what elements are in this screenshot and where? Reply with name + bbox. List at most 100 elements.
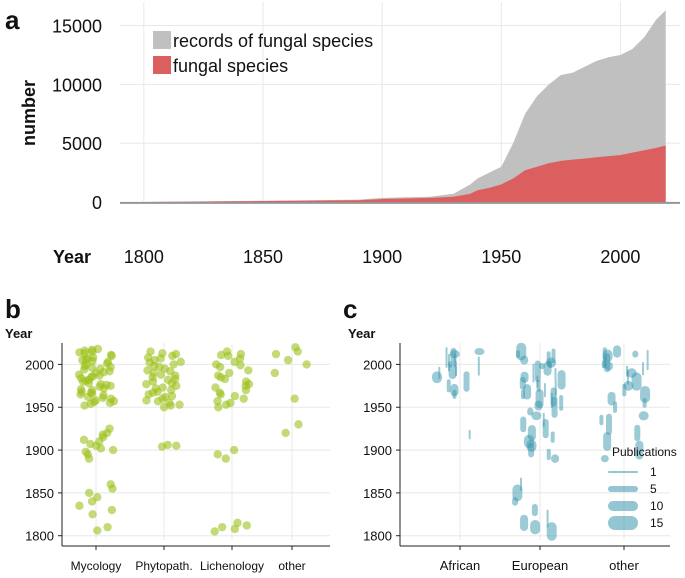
scatter-point — [168, 351, 177, 361]
scatter-point — [98, 393, 108, 403]
scatter-point — [550, 431, 555, 443]
scatter-point — [543, 383, 546, 398]
scatter-point — [166, 401, 175, 410]
y-tick-label: 10000 — [52, 75, 102, 95]
scatter-point — [226, 398, 235, 408]
scatter-point — [551, 454, 560, 463]
y-tick-label: 15000 — [52, 17, 102, 37]
scatter-point — [557, 370, 566, 390]
scatter-point — [551, 396, 558, 418]
scatter-point — [93, 526, 102, 535]
scatter-point — [76, 385, 86, 394]
scatter-point — [546, 509, 549, 528]
y-tick-label: 1800 — [363, 529, 392, 544]
scatter-point — [98, 430, 107, 439]
y-tick-label: 1800 — [25, 529, 54, 544]
scatter-point — [527, 407, 534, 416]
scatter-point — [635, 440, 644, 460]
y-tick-label: 2000 — [363, 357, 392, 372]
scatter-point — [603, 432, 612, 451]
scatter-point — [87, 363, 97, 373]
scatter-point — [302, 360, 311, 369]
scatter-point — [432, 371, 443, 384]
scatter-point — [281, 428, 290, 438]
scatter-point — [87, 345, 97, 355]
area-series-records — [143, 10, 666, 203]
scatter-point — [108, 484, 117, 493]
scatter-point — [87, 389, 97, 398]
scatter-point — [468, 429, 471, 440]
scatter-point — [534, 400, 543, 411]
scatter-point — [81, 447, 91, 456]
legend-label-records: records of fungal species — [173, 31, 373, 51]
size-legend-label: 15 — [650, 516, 664, 530]
scatter-point — [99, 367, 108, 377]
scatter-point — [142, 396, 151, 405]
x-tick-label: 1950 — [481, 247, 521, 267]
y-axis-label: Year — [5, 326, 32, 341]
scatter-point — [622, 383, 627, 397]
scatter-point — [102, 380, 111, 390]
scatter-point — [230, 391, 240, 401]
panel-b-letter: b — [5, 294, 21, 324]
scatter-point — [159, 403, 169, 412]
scatter-point — [75, 501, 84, 510]
panel-c-letter: c — [343, 294, 357, 324]
scatter-point — [84, 488, 94, 498]
scatter-point — [79, 435, 89, 444]
scatter-point — [156, 370, 166, 379]
scatter-point — [512, 497, 519, 506]
scatter-point — [293, 347, 302, 356]
y-axis-label: number — [19, 80, 39, 146]
legend-label-species: fungal species — [173, 56, 288, 76]
scatter-point — [542, 419, 549, 439]
scatter-point — [88, 510, 97, 519]
x-tick-label: 1850 — [243, 247, 283, 267]
scatter-point — [213, 450, 222, 459]
scatter-point — [477, 356, 480, 376]
scatter-point — [271, 349, 281, 359]
scatter-point — [215, 362, 225, 372]
y-tick-label: 1900 — [25, 443, 54, 458]
scatter-point — [463, 371, 470, 392]
scatter-point — [244, 366, 253, 375]
scatter-point — [642, 362, 645, 376]
y-axis-label: Year — [348, 326, 375, 341]
x-category-label: Lichenology — [200, 559, 264, 573]
scatter-point — [167, 391, 177, 401]
scatter-point — [294, 420, 303, 429]
scatter-point — [108, 445, 118, 455]
scatter-point — [474, 347, 485, 356]
x-category-label: Phytopath. — [135, 559, 192, 573]
size-legend-label: 10 — [650, 499, 664, 513]
size-legend-key — [608, 471, 638, 473]
scatter-point — [523, 384, 532, 400]
x-tick-label: 1800 — [124, 247, 164, 267]
scatter-point — [520, 416, 527, 433]
y-tick-label: 2000 — [25, 357, 54, 372]
scatter-point — [175, 400, 184, 409]
scatter-point — [106, 350, 116, 360]
y-tick-label: 1850 — [363, 486, 392, 501]
size-legend-key — [608, 516, 638, 530]
scatter-point — [531, 503, 538, 517]
scatter-point — [81, 355, 90, 364]
scatter-point — [607, 391, 616, 406]
legend-swatch-species — [153, 56, 171, 74]
scatter-point — [632, 350, 639, 358]
x-category-label: other — [609, 558, 639, 573]
area-series-species — [143, 145, 666, 202]
y-tick-label: 1850 — [25, 486, 54, 501]
panel-b-scatter-chart: 1800 1850 1900 1950 2000 Year Mycology Phytopat… — [5, 326, 330, 573]
scatter-point — [229, 445, 239, 455]
scatter-point — [80, 346, 89, 355]
panel-c-scatter-chart: 1800 1850 1900 1950 2000 Year African European o… — [348, 326, 677, 573]
scatter-point — [642, 398, 647, 408]
x-category-label: other — [278, 559, 305, 573]
scatter-point — [530, 519, 541, 535]
scatter-point — [638, 411, 649, 421]
y-tick-label: 5000 — [62, 134, 102, 154]
y-tick-label: 1950 — [25, 400, 54, 415]
scatter-point — [512, 484, 523, 502]
size-legend-title: Publications — [612, 445, 677, 459]
